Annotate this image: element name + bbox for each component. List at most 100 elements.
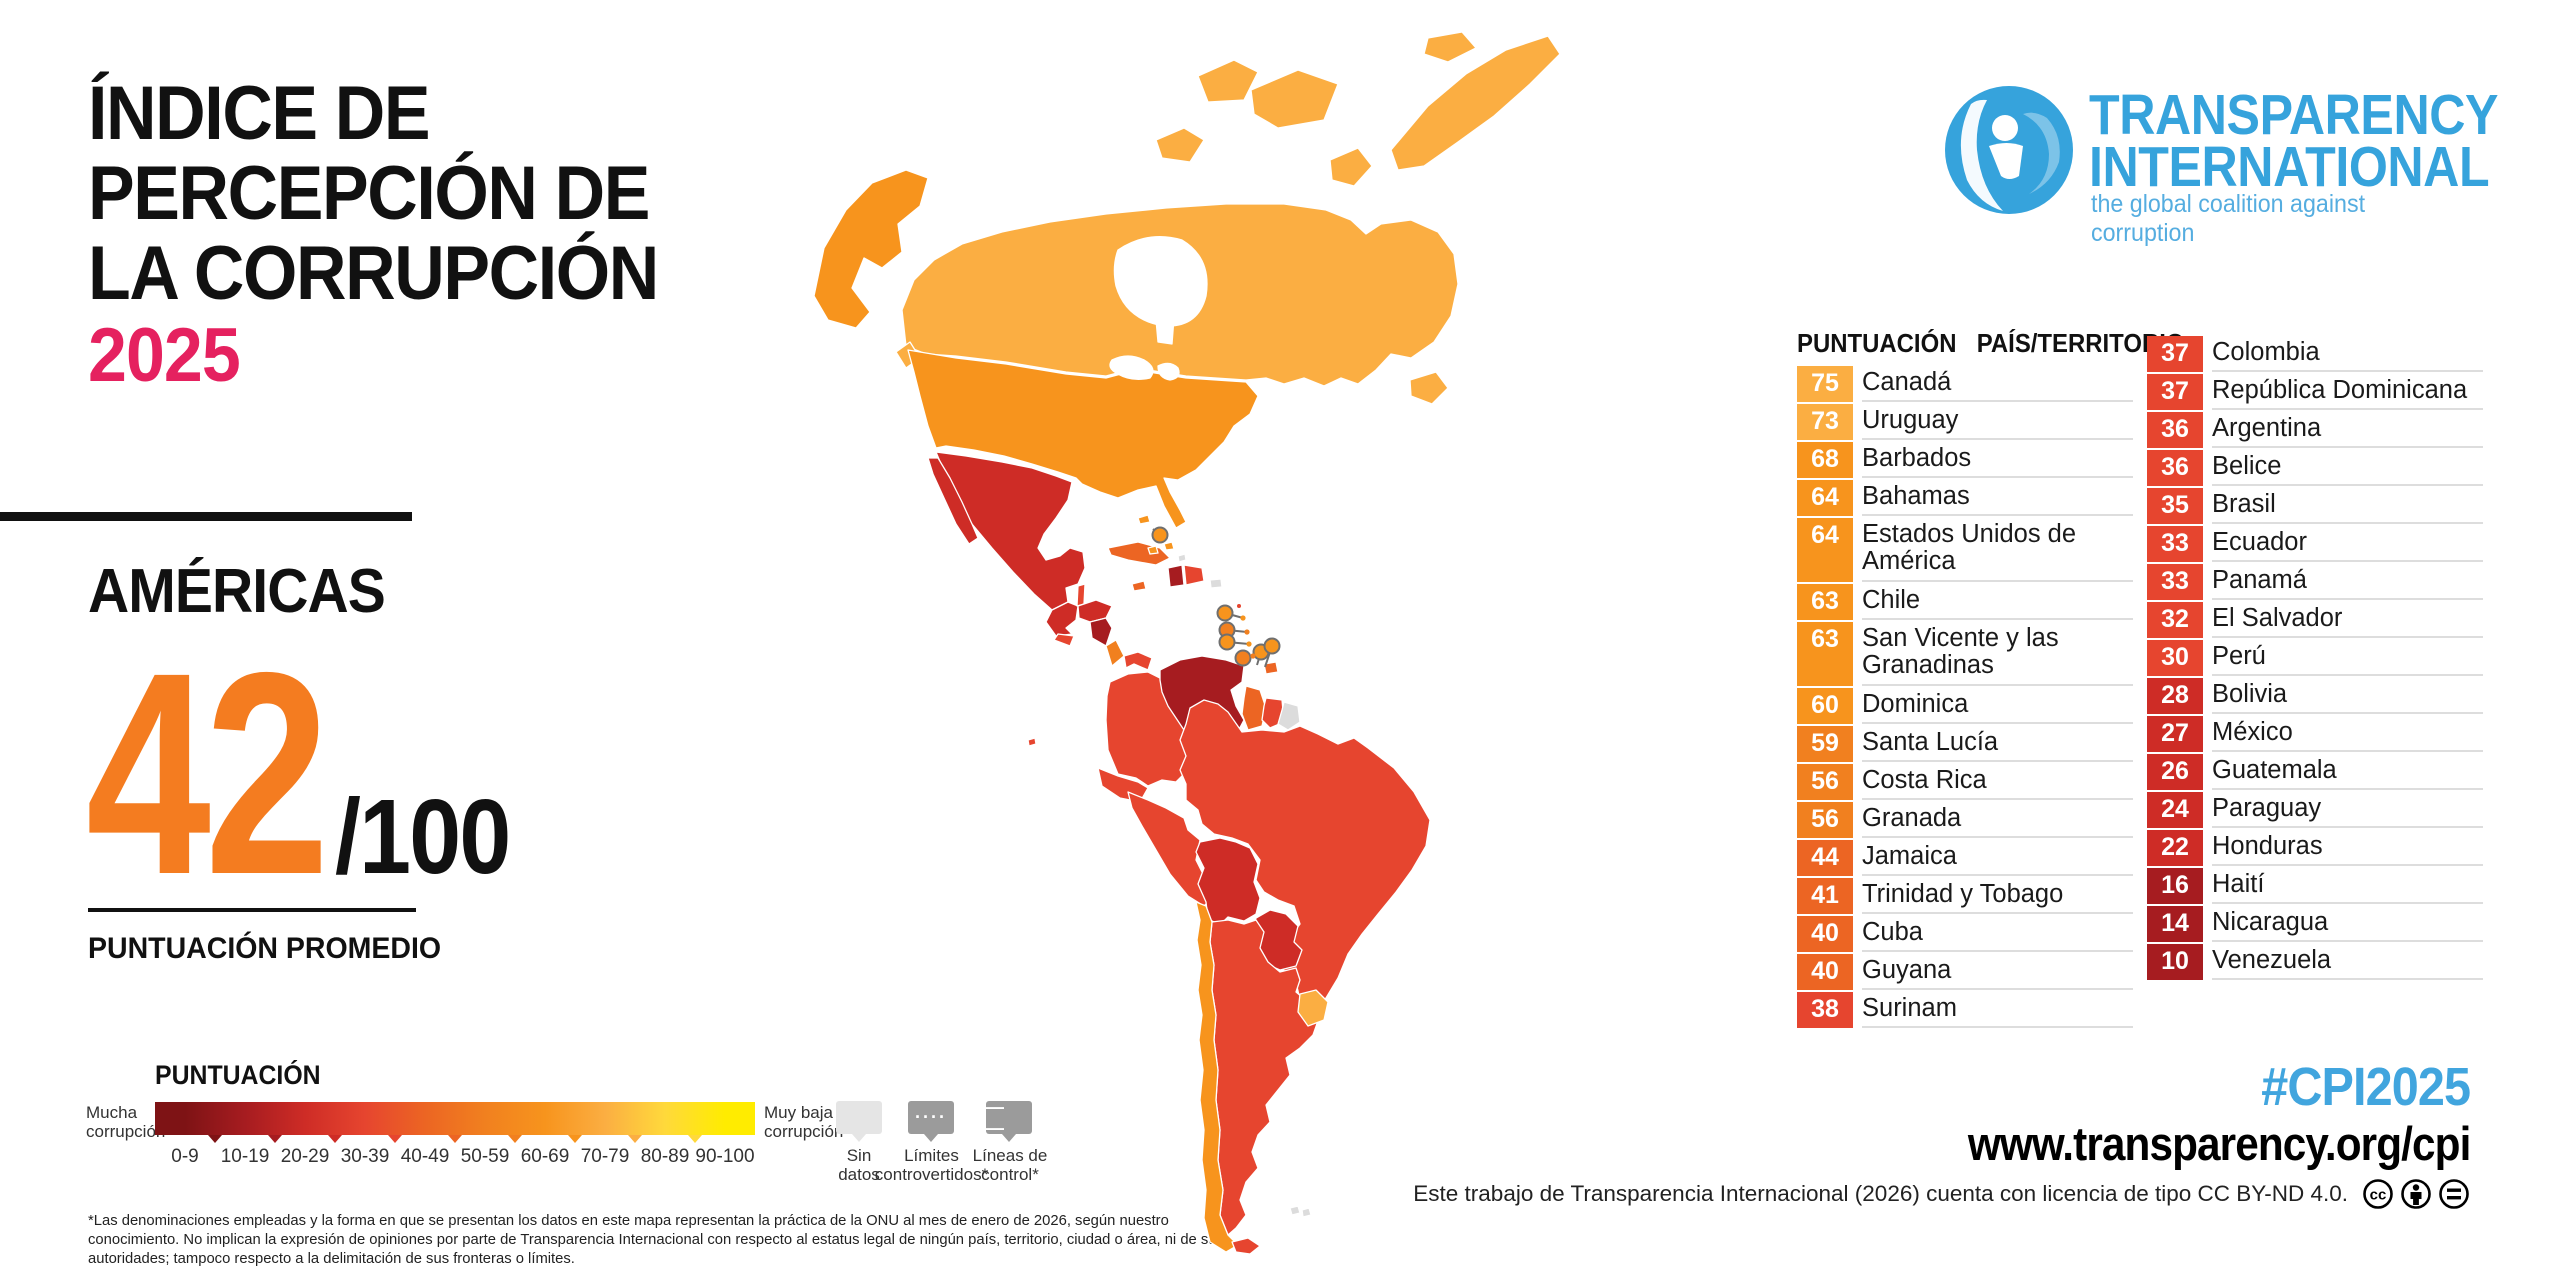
score-badge: 56 (1797, 802, 1853, 838)
table-row[interactable]: 40 Guyana (1797, 954, 2133, 990)
map-cuba[interactable] (1107, 541, 1171, 566)
table-row[interactable]: 22 Honduras (2147, 830, 2483, 866)
title-block: ÍNDICE DE PERCEPCIÓN DE LA CORRUPCIÓN 20… (88, 74, 728, 398)
legend-notch (568, 1135, 582, 1143)
table-row[interactable]: 36 Argentina (2147, 412, 2483, 448)
map-dominican-republic[interactable] (1183, 564, 1205, 586)
map-alaska[interactable] (813, 169, 929, 329)
cc-nd-icon (2439, 1179, 2469, 1209)
score-badge: 64 (1797, 518, 1853, 582)
table-row[interactable]: 75 Canadá (1797, 366, 2133, 402)
table-row[interactable]: 64 Estados Unidos de América (1797, 518, 2133, 582)
map-tierra-del-fuego[interactable] (1231, 1237, 1261, 1255)
table-row[interactable]: 63 San Vicente y las Granadinas (1797, 622, 2133, 686)
map-el-salvador[interactable] (1053, 633, 1075, 647)
table-row[interactable]: 36 Belice (2147, 450, 2483, 486)
map-belize[interactable] (1076, 583, 1086, 607)
legend-tick-label: 80-89 (640, 1146, 690, 1167)
map-puerto-rico[interactable] (1209, 578, 1223, 589)
map-trinidad[interactable] (1263, 661, 1279, 675)
map-turks-caicos[interactable] (1177, 553, 1187, 563)
table-row[interactable]: 40 Cuba (1797, 916, 2133, 952)
map-mexico[interactable] (935, 451, 1086, 611)
map-canada-island[interactable] (1155, 127, 1205, 163)
report-title-line3: LA CORRUPCIÓN (88, 231, 659, 316)
small-island-markers (1151, 526, 1281, 668)
map-nicaragua[interactable] (1089, 617, 1113, 647)
map-canada-baffin[interactable] (1390, 35, 1561, 171)
score-badge: 35 (2147, 488, 2203, 524)
map-jamaica[interactable] (1131, 580, 1147, 592)
map-guatemala[interactable] (1045, 601, 1079, 637)
score-caption: PUNTUACIÓN PROMEDIO (88, 932, 442, 965)
country-name: República Dominicana (2212, 374, 2483, 410)
map-galapagos[interactable] (1027, 737, 1037, 747)
table-row[interactable]: 27 México (2147, 716, 2483, 752)
table-row[interactable]: 63 Chile (1797, 584, 2133, 620)
table-row[interactable]: 35 Brasil (2147, 488, 2483, 524)
map-canada-banks[interactable] (1197, 59, 1259, 103)
map-canada-ellesmere[interactable] (1423, 31, 1477, 63)
average-score-value: 42 (86, 613, 330, 935)
map-uruguay[interactable] (1297, 989, 1329, 1027)
license-row: Este trabajo de Transparencia Internacio… (1413, 1178, 2472, 1210)
table-row[interactable]: 68 Barbados (1797, 442, 2133, 478)
legend-notch (448, 1135, 462, 1143)
map-canada-victoria[interactable] (1250, 69, 1339, 129)
map-panama[interactable] (1123, 651, 1153, 671)
map-baja-california[interactable] (927, 457, 979, 545)
map-haiti[interactable] (1167, 564, 1185, 588)
legend-tick-label: 90-100 (695, 1146, 755, 1167)
cc-icon: cc (2363, 1179, 2393, 1209)
table-row[interactable]: 37 República Dominicana (2147, 374, 2483, 410)
legend-tick-label: 50-59 (460, 1146, 510, 1167)
score-badge: 75 (1797, 366, 1853, 402)
table-row[interactable]: 33 Ecuador (2147, 526, 2483, 562)
country-name: Chile (1862, 584, 2133, 620)
table-row[interactable]: 33 Panamá (2147, 564, 2483, 600)
logo-tagline: the global coalition against corruption (2091, 190, 2366, 247)
map-costa-rica[interactable] (1105, 639, 1125, 667)
table-row[interactable]: 26 Guatemala (2147, 754, 2483, 790)
table-row[interactable]: 10 Venezuela (2147, 944, 2483, 980)
map-newfoundland[interactable] (1409, 371, 1449, 405)
table-row[interactable]: 56 Costa Rica (1797, 764, 2133, 800)
table-row[interactable]: 41 Trinidad y Tobago (1797, 878, 2133, 914)
website-url[interactable]: www.transparency.org/cpi (1967, 1117, 2470, 1170)
map-bolivia[interactable] (1195, 837, 1261, 926)
table-row[interactable]: 24 Paraguay (2147, 792, 2483, 828)
table-row[interactable]: 60 Dominica (1797, 688, 2133, 724)
score-badge: 32 (2147, 602, 2203, 638)
score-badge: 16 (2147, 868, 2203, 904)
creative-commons-icons: cc (2363, 1179, 2469, 1209)
table-row[interactable]: 37 Colombia (2147, 336, 2483, 372)
table-row[interactable]: 16 Haití (2147, 868, 2483, 904)
map-canada-southampton[interactable] (1329, 147, 1373, 187)
legend-notch (268, 1135, 282, 1143)
americas-map (806, 28, 1586, 1256)
map-ecuador[interactable] (1097, 767, 1149, 803)
table-row[interactable]: 30 Perú (2147, 640, 2483, 676)
map-guyana[interactable] (1241, 685, 1267, 731)
no-data-label: Sin datos (838, 1146, 880, 1184)
table-row[interactable]: 44 Jamaica (1797, 840, 2133, 876)
table-row[interactable]: 56 Granada (1797, 802, 2133, 838)
table-row[interactable]: 38 Surinam (1797, 992, 2133, 1028)
table-row[interactable]: 59 Santa Lucía (1797, 726, 2133, 762)
table-row[interactable]: 32 El Salvador (2147, 602, 2483, 638)
score-badge: 33 (2147, 526, 2203, 562)
map-usa[interactable] (907, 349, 1259, 529)
legend-tick-label: 30-39 (340, 1146, 390, 1167)
score-badge: 44 (1797, 840, 1853, 876)
map-falklands[interactable] (1289, 1205, 1312, 1218)
table-row[interactable]: 28 Bolivia (2147, 678, 2483, 714)
score-badge: 40 (1797, 916, 1853, 952)
legend-title: PUNTUACIÓN (155, 1060, 321, 1090)
table-row[interactable]: 73 Uruguay (1797, 404, 2133, 440)
country-name: Canadá (1862, 366, 2133, 402)
table-header-score: PUNTUACIÓN (1797, 328, 1957, 358)
table-row[interactable]: 64 Bahamas (1797, 480, 2133, 516)
score-badge: 73 (1797, 404, 1853, 440)
table-row[interactable]: 14 Nicaragua (2147, 906, 2483, 942)
country-name: Bahamas (1862, 480, 2133, 516)
